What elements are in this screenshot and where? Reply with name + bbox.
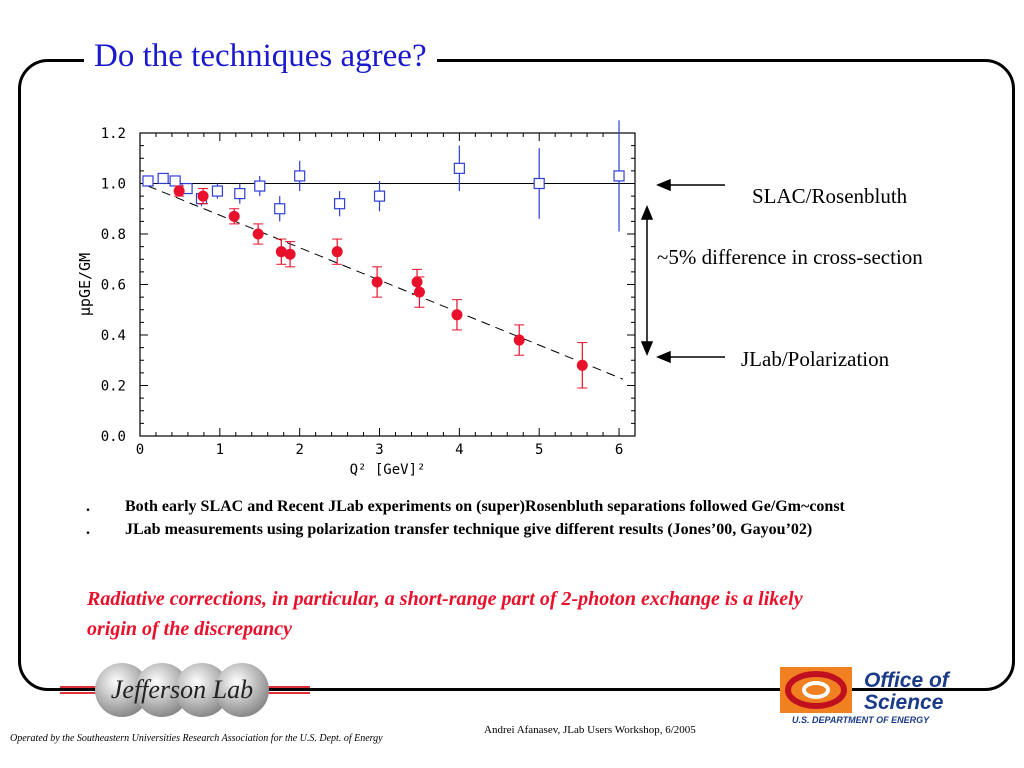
x-tick-label: 4 — [455, 442, 463, 458]
rosenbluth-point — [533, 177, 545, 190]
x-tick-label: 3 — [375, 442, 383, 458]
y-tick-label: 0.8 — [101, 227, 126, 243]
y-tick-label: 0.4 — [101, 328, 126, 344]
form-factor-chart: 0 1 2 3 4 5 6 0.0 0.2 0.4 0.6 0.8 1.0 1.2 Q² [GeV]² μpG… — [76, 120, 636, 478]
y-tick-label: 0.0 — [101, 429, 126, 445]
footer-operator: Operated by the Southeastern Universitie… — [10, 733, 383, 744]
jefferson-lab-logo: Jefferson Lab — [60, 663, 310, 717]
slide-frame — [18, 59, 1015, 691]
difference-arrowhead-up — [640, 205, 654, 220]
rosenbluth-point — [142, 175, 154, 187]
polarization-point — [576, 359, 588, 371]
bullet-mark: . — [86, 498, 90, 515]
rosenbluth-point — [333, 198, 346, 210]
svg-text:Office of: Office of — [864, 669, 951, 692]
rosenbluth-point — [453, 162, 465, 174]
svg-text:Jefferson Lab: Jefferson Lab — [111, 675, 253, 704]
polarization-point — [252, 228, 264, 240]
rosenbluth-point — [254, 180, 266, 192]
polarization-point — [228, 210, 240, 222]
y-tick-label: 0.2 — [101, 379, 126, 395]
jlab-arrowhead — [656, 350, 671, 364]
polarization-point — [331, 246, 343, 258]
x-tick-label: 2 — [295, 442, 303, 458]
svg-text:Science: Science — [864, 691, 944, 714]
polarization-point — [197, 190, 209, 202]
bullet-text: JLab measurements using polarization tra… — [125, 521, 813, 538]
difference-label: ~5% difference in cross-section — [657, 245, 923, 269]
jlab-label: JLab/Polarization — [741, 347, 890, 371]
bullet-mark: . — [86, 521, 90, 538]
rosenbluth-point — [613, 170, 625, 182]
rosenbluth-point — [274, 203, 286, 215]
conclusion-text: Radiative corrections, in particular, a … — [87, 588, 803, 640]
rosenbluth-point — [234, 187, 246, 200]
polarization-fit-line — [147, 185, 624, 380]
x-tick-label: 0 — [136, 442, 144, 458]
x-axis-label: Q² [GeV]² — [350, 462, 426, 478]
polarization-point — [284, 248, 296, 260]
polarization-point — [413, 286, 425, 298]
slide-title: Do the techniques agree? — [84, 36, 437, 76]
slac-label: SLAC/Rosenbluth — [752, 184, 908, 208]
difference-arrowhead-down — [640, 341, 654, 356]
polarization-point — [513, 334, 525, 346]
polarization-point — [275, 246, 287, 258]
y-axis-label: μpGE/GM — [76, 253, 94, 316]
bullet-item: . Both early SLAC and Recent JLab experi… — [86, 498, 916, 515]
rosenbluth-point — [294, 170, 306, 182]
slac-arrowhead — [656, 178, 671, 192]
x-tick-label: 5 — [535, 442, 543, 458]
svg-text:U.S. DEPARTMENT OF ENERGY: U.S. DEPARTMENT OF ENERGY — [792, 715, 930, 725]
rosenbluth-point — [373, 190, 386, 202]
rosenbluth-point — [157, 172, 169, 185]
rosenbluth-point — [211, 185, 224, 197]
footer-credit: Andrei Afanasev, JLab Users Workshop, 6/… — [484, 724, 696, 736]
y-tick-label: 0.6 — [101, 278, 126, 294]
polarization-point — [173, 185, 185, 197]
y-tick-label: 1.2 — [101, 126, 126, 142]
office-of-science-logo: Office of Science U.S. DEPARTMENT OF ENE… — [780, 667, 951, 725]
x-tick-label: 6 — [615, 442, 623, 458]
bullet-item: . JLab measurements using polarization t… — [86, 521, 916, 538]
polarization-point — [451, 309, 463, 321]
polarization-point — [371, 276, 383, 288]
bullet-text: Both early SLAC and Recent JLab experime… — [125, 498, 845, 515]
y-tick-label: 1.0 — [101, 177, 126, 193]
bullet-list: . Both early SLAC and Recent JLab experi… — [86, 498, 916, 544]
x-tick-label: 1 — [216, 442, 224, 458]
